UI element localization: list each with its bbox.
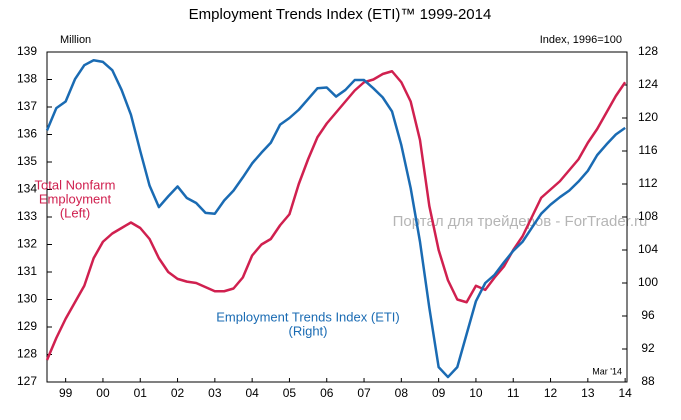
y2-tick-label: 120 (638, 110, 658, 124)
y-tick-label: 138 (17, 72, 37, 86)
series-line (45, 59, 626, 379)
series-label: Employment (39, 191, 112, 206)
series-label: Employment Trends Index (ETI) (216, 309, 400, 324)
x-tick-label: 01 (134, 386, 148, 400)
x-tick-label: 08 (395, 386, 409, 400)
x-tick-label: 10 (469, 386, 483, 400)
y-tick-label: 139 (17, 44, 37, 58)
watermark: Портал для трейдеров - ForTrader.ru (393, 213, 648, 230)
series-label: Total Nonfarm (35, 177, 116, 192)
x-tick-label: 03 (208, 386, 222, 400)
series-line (45, 70, 627, 361)
y-tick-label: 132 (17, 237, 37, 251)
y-tick-label: 129 (17, 319, 37, 333)
y-tick-label: 130 (17, 292, 37, 306)
y-tick-label: 134 (17, 182, 37, 196)
y-tick-label: 137 (17, 99, 37, 113)
y-tick-label: 131 (17, 264, 37, 278)
y2-tick-label: 100 (638, 275, 658, 289)
x-tick-label: 09 (432, 386, 446, 400)
y2-tick-label: 88 (641, 374, 655, 388)
date-note: Mar '14 (592, 366, 622, 376)
y2-axis-label: Index, 1996=100 (540, 34, 622, 46)
y-tick-label: 136 (17, 127, 37, 141)
x-tick-label: 13 (581, 386, 595, 400)
y-tick-label: 133 (17, 209, 37, 223)
y2-tick-label: 112 (638, 176, 657, 190)
x-tick-label: 07 (357, 386, 371, 400)
x-tick-label: 12 (544, 386, 558, 400)
x-tick-label: 05 (283, 386, 297, 400)
x-tick-label: 14 (618, 386, 632, 400)
y-tick-label: 128 (17, 347, 37, 361)
chart-title: Employment Trends Index (ETI)™ 1999-2014 (189, 6, 492, 23)
y2-tick-label: 104 (638, 242, 658, 256)
series-label: (Left) (60, 205, 90, 220)
series-label: (Right) (288, 323, 327, 338)
y-tick-label: 127 (17, 374, 37, 388)
y2-tick-label: 128 (638, 44, 658, 58)
x-tick-label: 99 (59, 386, 73, 400)
x-tick-label: 00 (96, 386, 110, 400)
y2-tick-label: 116 (638, 143, 657, 157)
y-axis-label: Million (60, 34, 91, 46)
x-tick-label: 06 (320, 386, 334, 400)
y2-tick-label: 124 (638, 77, 658, 91)
y-tick-label: 135 (17, 154, 37, 168)
x-tick-label: 11 (507, 386, 520, 400)
y2-tick-label: 92 (641, 341, 655, 355)
x-tick-label: 02 (171, 386, 185, 400)
y2-tick-label: 108 (638, 209, 658, 223)
y2-tick-label: 96 (641, 308, 655, 322)
x-tick-label: 04 (245, 386, 259, 400)
